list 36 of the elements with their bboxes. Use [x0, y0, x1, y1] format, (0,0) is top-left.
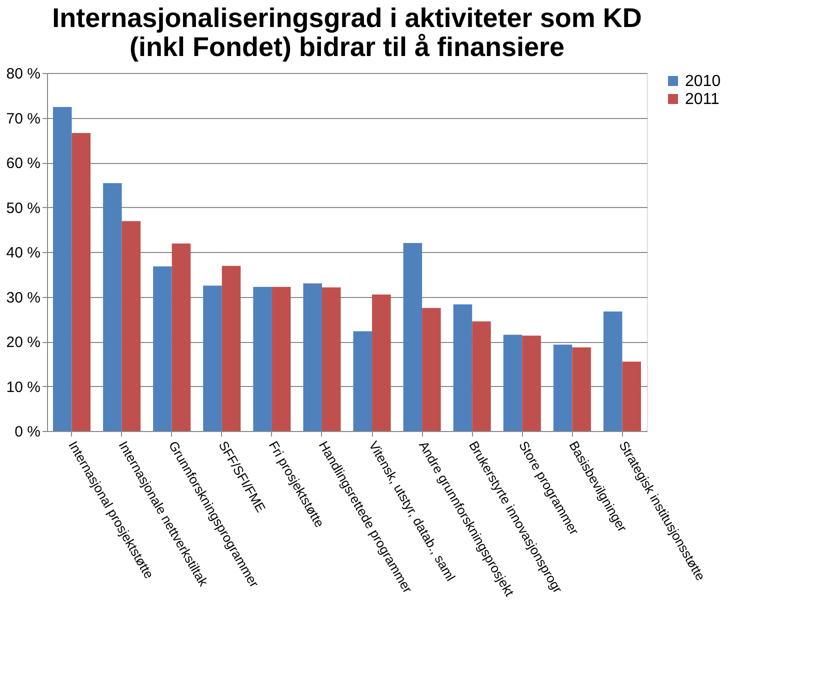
legend-label: 2011	[685, 91, 720, 108]
y-tick-label: 50 %	[6, 200, 40, 217]
bar	[53, 107, 72, 431]
bar	[422, 308, 441, 431]
y-tick-label: 0 %	[14, 424, 40, 440]
bar	[222, 266, 241, 431]
bar	[403, 243, 422, 431]
y-tick-label: 10 %	[6, 378, 40, 396]
bar	[203, 286, 222, 431]
bar	[622, 362, 641, 431]
y-tick-label: 20 %	[6, 334, 40, 351]
y-tick-label: 80 %	[6, 66, 40, 82]
y-tick-label: 70 %	[6, 110, 40, 128]
bar	[453, 304, 472, 431]
bar	[303, 283, 322, 431]
bar	[253, 286, 272, 431]
bar	[353, 331, 372, 431]
bar	[322, 287, 341, 431]
bar	[572, 347, 591, 431]
bar	[72, 132, 91, 431]
bar	[553, 344, 572, 431]
bar	[472, 321, 491, 431]
chart-title: Internasjonaliseringsgrad i aktiviteter som KD (inkl Fondet) bidrar til å finansiere	[52, 3, 642, 62]
bar	[272, 286, 291, 431]
bar	[172, 244, 191, 431]
y-tick-label: 40 %	[6, 244, 40, 262]
bar	[122, 221, 141, 431]
bar	[522, 336, 541, 431]
y-tick-label: 30 %	[6, 289, 40, 306]
bar	[153, 266, 172, 431]
bar	[372, 294, 391, 431]
y-tick-label: 60 %	[6, 155, 40, 172]
bar	[603, 312, 622, 431]
bar	[503, 334, 522, 431]
legend-label: 2010	[685, 73, 721, 90]
bar	[103, 183, 122, 431]
